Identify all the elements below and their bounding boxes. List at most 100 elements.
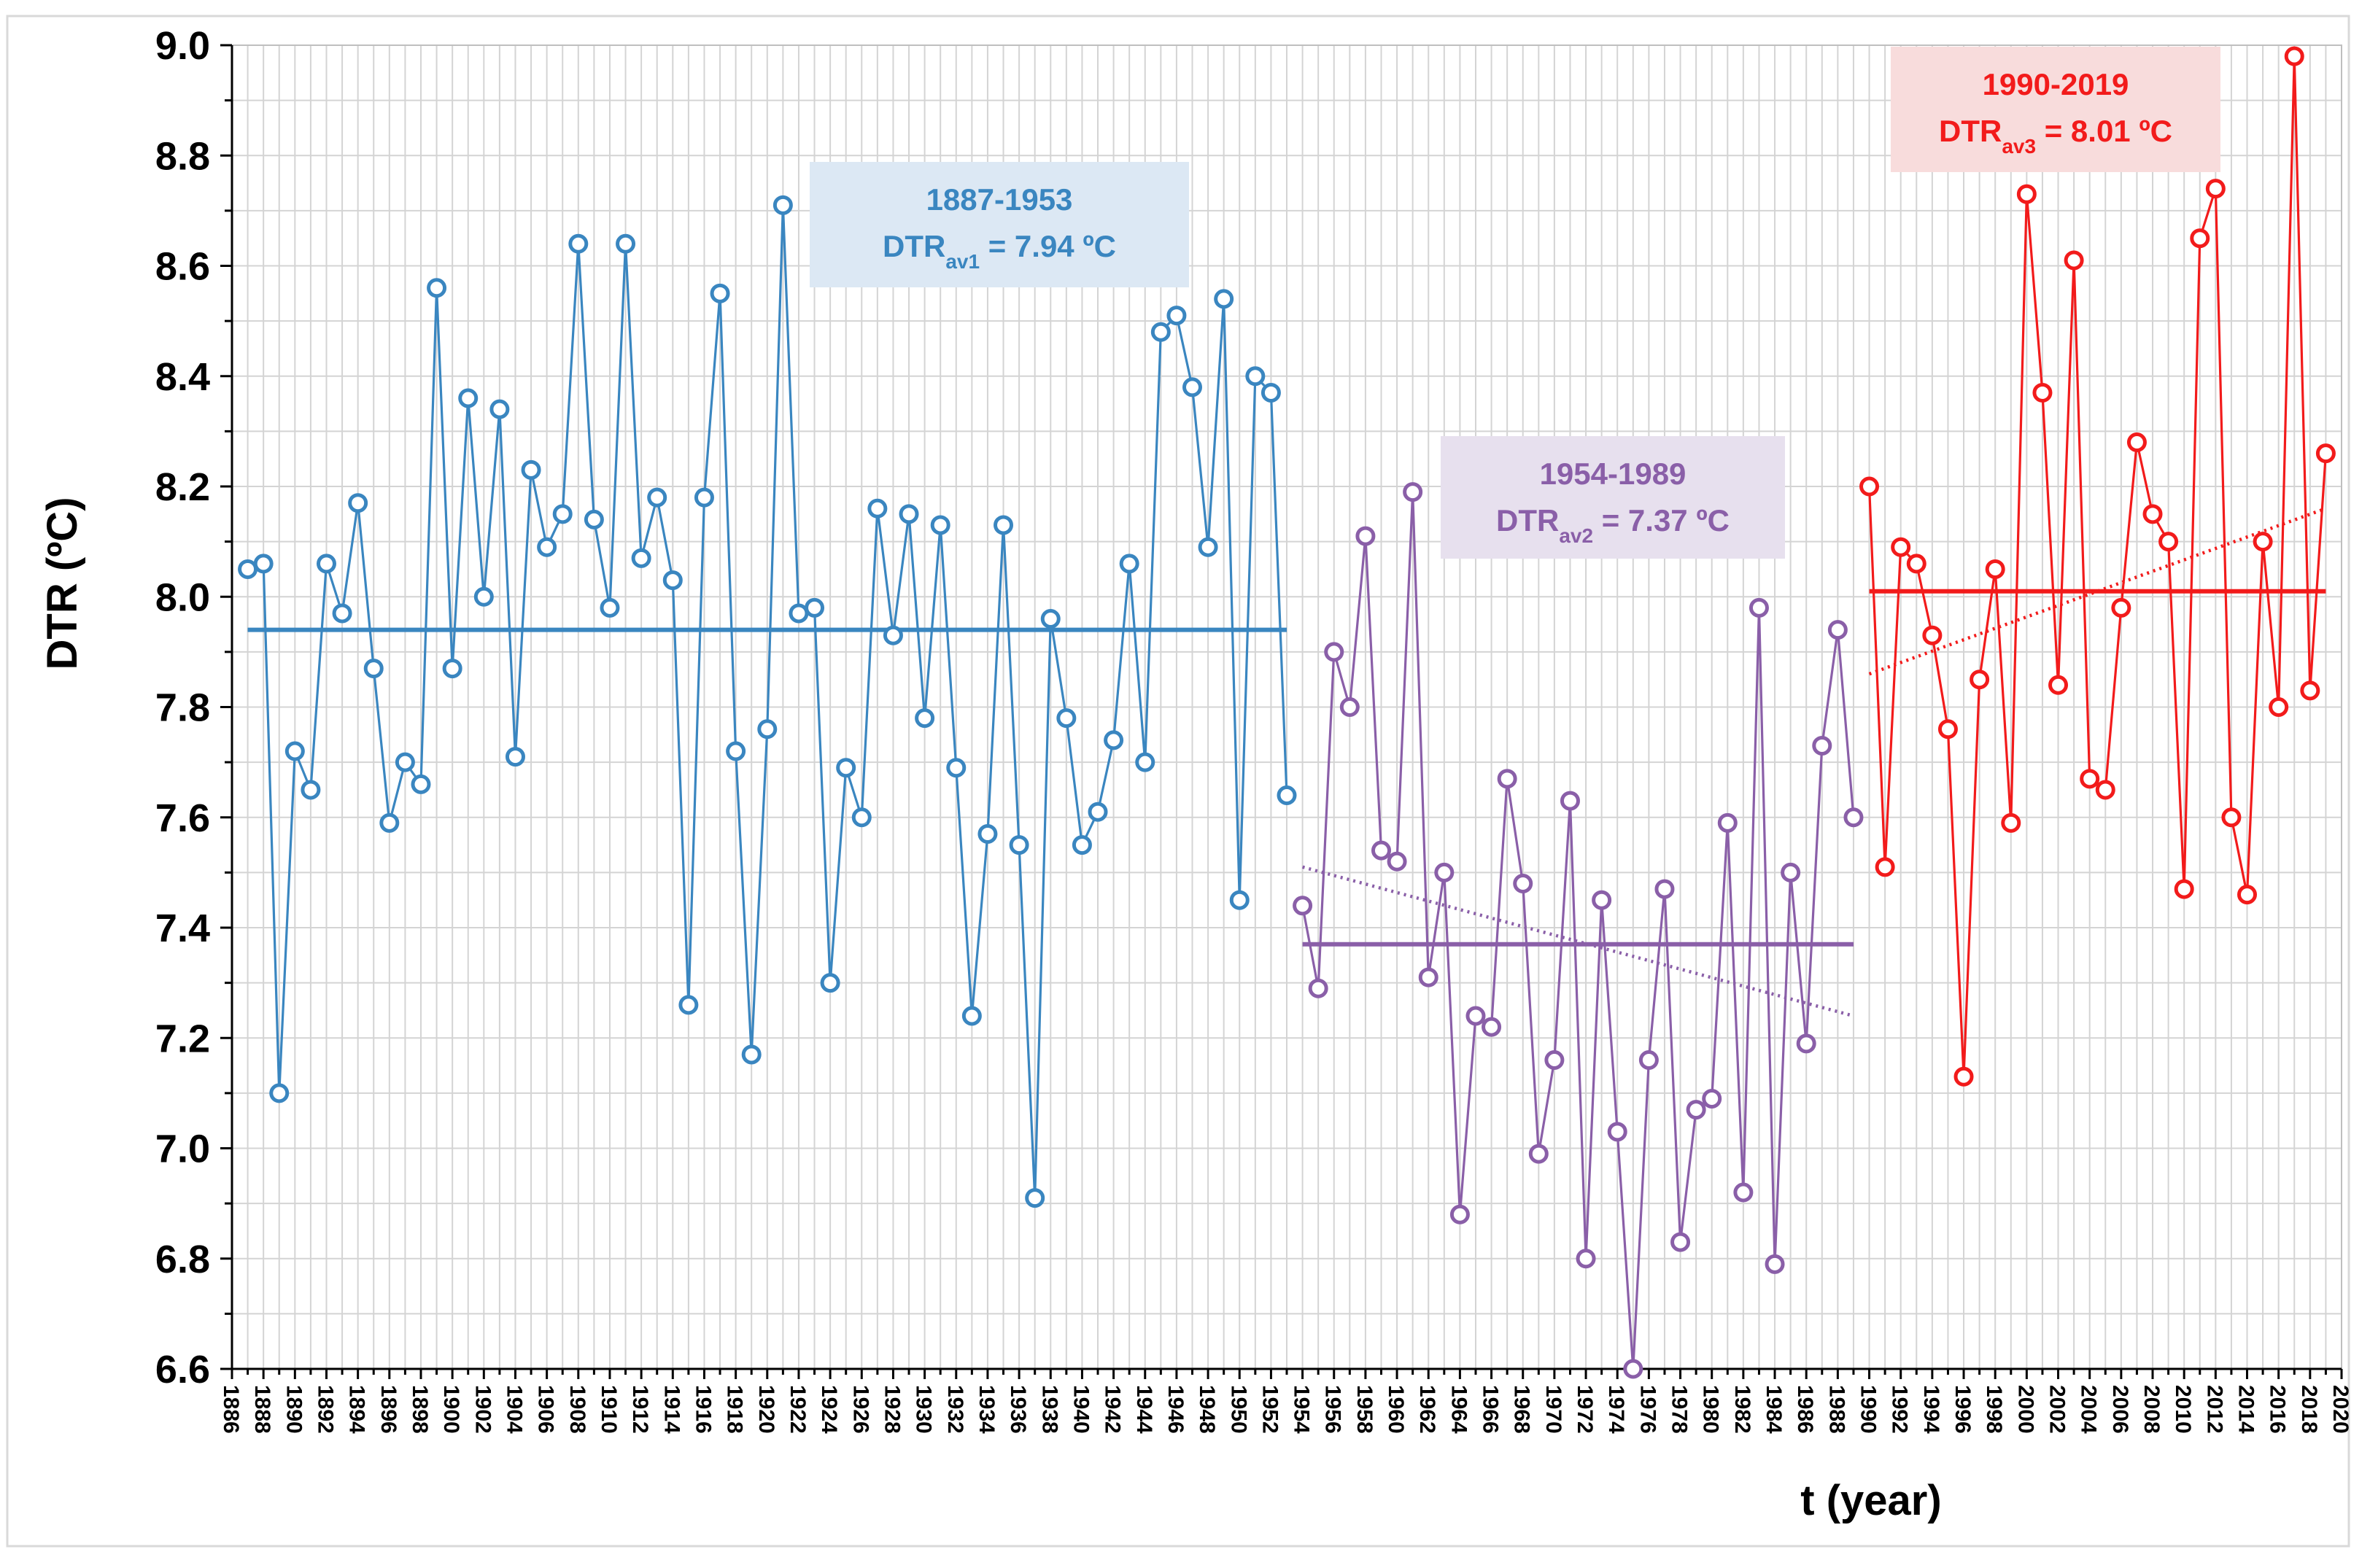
x-tick-label: 1954: [1290, 1385, 1314, 1434]
x-tick-label: 1920: [754, 1385, 778, 1434]
data-point-1887-1953: [332, 603, 352, 624]
data-point-1887-1953: [379, 812, 400, 833]
series-markers: [238, 46, 2336, 1379]
data-point-1887-1953: [899, 504, 919, 524]
data-point-1887-1953: [1119, 554, 1139, 574]
y-tick-label: 9.0: [155, 24, 210, 68]
data-point-1887-1953: [1150, 322, 1171, 342]
data-point-1887-1953: [1277, 785, 1297, 805]
data-point-1954-1989: [1387, 851, 1407, 872]
data-point-1954-1989: [1482, 1017, 1502, 1037]
period-box-average: DTRav3 = 8.01 ºC: [1939, 114, 2172, 158]
data-point-1990-2019: [2174, 879, 2194, 899]
data-point-1887-1953: [1056, 708, 1077, 729]
data-point-1887-1953: [363, 659, 384, 679]
period-box-1990-2019: 1990-2019 DTRav3 = 8.01 ºC: [1891, 47, 2220, 172]
period-box-1887-1953: 1887-1953 DTRav1 = 7.94 ºC: [810, 162, 1189, 287]
period-box-title: 1954-1989: [1540, 457, 1687, 491]
y-tick-label: 8.2: [155, 465, 210, 509]
data-point-1887-1953: [395, 752, 415, 772]
x-tick-label: 1936: [1006, 1385, 1030, 1434]
trend-lines: [247, 507, 2327, 1018]
data-point-1990-2019: [1859, 476, 1880, 497]
data-point-1954-1989: [1339, 697, 1360, 717]
data-point-1990-2019: [2080, 769, 2100, 789]
data-point-1887-1953: [348, 493, 368, 513]
data-point-1990-2019: [1922, 625, 1943, 645]
y-tick-label: 7.8: [155, 686, 210, 730]
data-point-1887-1953: [411, 774, 431, 794]
x-tick-label: 1974: [1604, 1385, 1628, 1434]
data-point-1954-1989: [1403, 482, 1423, 502]
data-point-1887-1953: [473, 586, 494, 607]
data-point-1887-1953: [647, 487, 667, 508]
x-tick-label: 1914: [659, 1385, 683, 1434]
data-point-1954-1989: [1371, 840, 1391, 861]
data-point-1887-1953: [789, 603, 809, 624]
data-point-1887-1953: [1104, 730, 1124, 750]
data-point-1954-1989: [1843, 807, 1864, 828]
data-point-1954-1989: [1686, 1100, 1706, 1120]
data-point-1990-2019: [2300, 680, 2320, 701]
x-axis-label: t (year): [1800, 1477, 1941, 1524]
data-point-1990-2019: [2095, 780, 2115, 800]
data-point-1887-1953: [1229, 890, 1250, 910]
data-point-1954-1989: [1638, 1050, 1659, 1070]
data-point-1887-1953: [238, 559, 258, 579]
x-tick-label: 1930: [912, 1385, 936, 1434]
data-point-1887-1953: [1214, 289, 1234, 309]
x-tick-label: 2008: [2139, 1385, 2164, 1434]
period-annotations: 1887-1953 DTRav1 = 7.94 ºC 1954-1989 DTRav2…: [810, 47, 2220, 559]
data-point-1887-1953: [616, 233, 636, 254]
x-tick-label: 1980: [1699, 1385, 1723, 1434]
data-point-1887-1953: [1182, 377, 1203, 397]
data-point-1954-1989: [1497, 769, 1517, 789]
data-point-1990-2019: [1906, 554, 1926, 574]
data-point-1990-2019: [2142, 504, 2163, 524]
data-point-1954-1989: [1324, 642, 1344, 662]
data-point-1990-2019: [2269, 697, 2289, 717]
period-box-title: 1887-1953: [926, 182, 1073, 217]
data-point-1990-2019: [2048, 675, 2069, 695]
data-point-1887-1953: [726, 741, 746, 761]
x-tick-label: 1998: [1982, 1385, 2006, 1434]
x-tick-label: 2012: [2202, 1385, 2226, 1434]
y-axis-label: DTR (ºC): [39, 497, 86, 669]
y-tick-label: 6.8: [155, 1238, 210, 1281]
data-point-1887-1953: [994, 515, 1014, 535]
period-box-1954-1989: 1954-1989 DTRav2 = 7.37 ºC: [1441, 436, 1785, 559]
data-point-1887-1953: [442, 659, 462, 679]
x-tick-label: 1944: [1132, 1385, 1156, 1434]
x-tick-label: 2010: [2171, 1385, 2195, 1434]
data-point-1887-1953: [694, 487, 714, 508]
x-tick-label: 1904: [502, 1385, 526, 1434]
data-point-1990-2019: [2253, 532, 2273, 552]
data-point-1990-2019: [1937, 719, 1958, 740]
data-point-1887-1953: [458, 388, 479, 408]
data-point-1887-1953: [1040, 609, 1061, 629]
data-point-1887-1953: [1009, 835, 1029, 855]
x-tick-label: 1962: [1415, 1385, 1439, 1434]
x-tick-label: 1966: [1479, 1385, 1503, 1434]
x-tick-label: 1900: [439, 1385, 463, 1434]
x-tick-label: 1990: [1856, 1385, 1881, 1434]
data-point-1887-1953: [537, 537, 557, 557]
x-tick-label: 1908: [565, 1385, 589, 1434]
x-tick-label: 1992: [1888, 1385, 1912, 1434]
x-tick-label: 1912: [628, 1385, 652, 1434]
x-tick-label: 1886: [219, 1385, 243, 1434]
data-point-1887-1953: [427, 278, 447, 298]
x-tick-label: 1938: [1037, 1385, 1061, 1434]
x-tick-label: 2006: [2108, 1385, 2132, 1434]
data-point-1887-1953: [1025, 1188, 1045, 1208]
x-tick-label: 1948: [1195, 1385, 1219, 1434]
data-point-1887-1953: [946, 758, 967, 778]
data-point-1887-1953: [961, 1006, 982, 1026]
data-point-1887-1953: [741, 1044, 762, 1065]
data-point-1954-1989: [1434, 862, 1455, 882]
data-point-1954-1989: [1827, 620, 1848, 640]
data-point-1954-1989: [1796, 1033, 1816, 1054]
x-tick-label: 2018: [2297, 1385, 2321, 1434]
data-point-1954-1989: [1513, 874, 1533, 893]
